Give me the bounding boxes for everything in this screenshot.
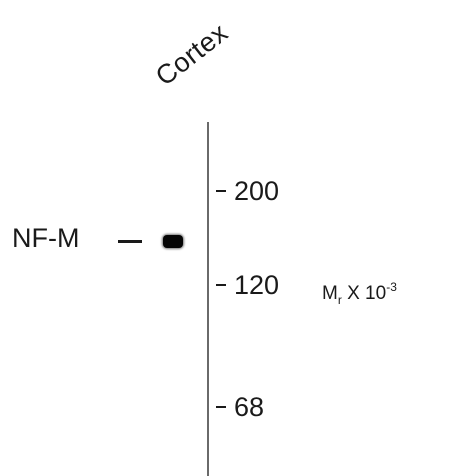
- lane-label-cortex: Cortex: [150, 17, 234, 92]
- units-times: X 10: [342, 283, 386, 304]
- marker-tick: [216, 406, 226, 408]
- western-blot-band: [163, 235, 183, 248]
- marker-tick: [216, 284, 226, 286]
- protein-label: NF-M: [12, 223, 79, 254]
- marker-68: 68: [216, 392, 264, 423]
- molecular-weight-units: Mr X 10-3: [322, 280, 397, 307]
- marker-tick: [216, 190, 226, 192]
- marker-120: 120: [216, 270, 279, 301]
- units-base: M: [322, 283, 338, 304]
- marker-200: 200: [216, 176, 279, 207]
- marker-label: 68: [234, 392, 264, 422]
- marker-label: 200: [234, 176, 279, 206]
- marker-label: 120: [234, 270, 279, 300]
- molecular-weight-ladder-line: [207, 122, 209, 476]
- units-exponent: -3: [386, 280, 397, 294]
- protein-pointer-dash: [118, 240, 142, 243]
